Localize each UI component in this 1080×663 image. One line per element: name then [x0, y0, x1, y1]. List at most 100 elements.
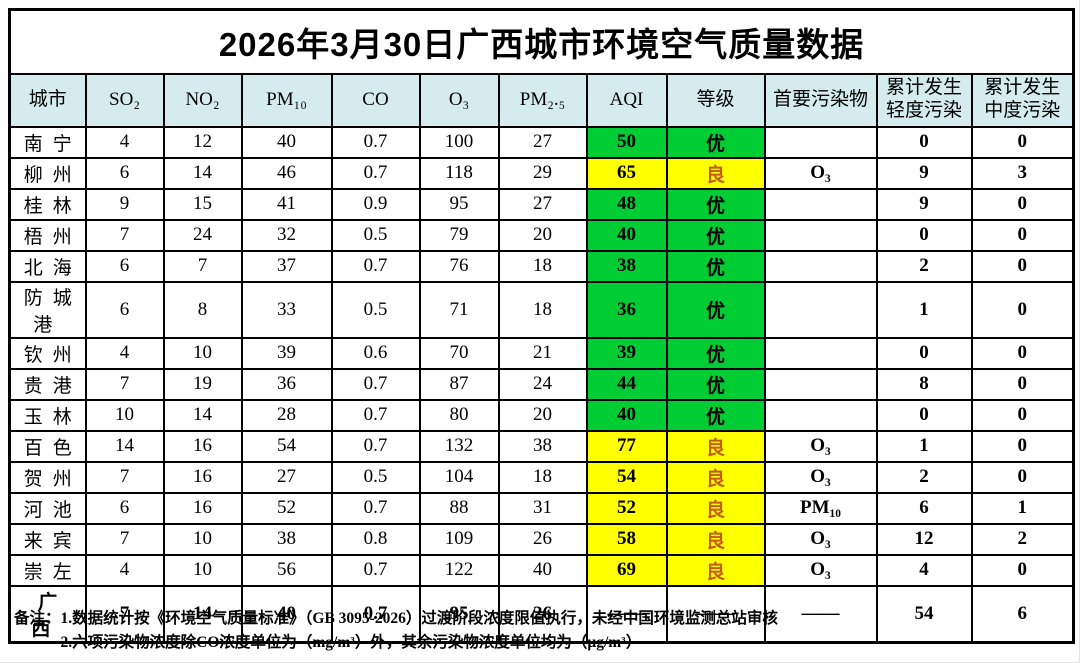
cell-o3: 79 — [418, 218, 500, 252]
cell-light: 54 — [875, 584, 973, 643]
cell-no2: 24 — [162, 218, 243, 252]
cell-pollutant — [763, 187, 878, 221]
summary-row: 广西 7 14 40 0.7 95 26 —— —— —— 54 6 — [8, 584, 1075, 643]
cell-co: 0.7 — [330, 429, 421, 463]
cell-level: 良 — [665, 460, 766, 494]
cell-o3: 118 — [418, 156, 500, 190]
cell-city: 柳州 — [8, 156, 87, 190]
cell-level: 优 — [665, 218, 766, 252]
cell-level: 良 — [665, 553, 766, 587]
table-row: 玉林 10 14 28 0.7 80 20 40 优 0 0 — [8, 398, 1075, 432]
cell-co: 0.5 — [330, 218, 421, 252]
cell-co: 0.7 — [330, 584, 421, 643]
cell-aqi: —— — [585, 584, 668, 643]
table-row: 崇左 4 10 56 0.7 122 40 69 良 O₃ 4 0 — [8, 553, 1075, 587]
cell-light: 1 — [875, 280, 973, 339]
cell-co: 0.7 — [330, 249, 421, 283]
cell-no2: 10 — [162, 553, 243, 587]
cell-o3: 109 — [418, 522, 500, 556]
cell-moderate: 0 — [970, 336, 1075, 370]
cell-no2: 16 — [162, 491, 243, 525]
cell-o3: 95 — [418, 187, 500, 221]
cell-aqi: 39 — [585, 336, 668, 370]
cell-light: 0 — [875, 125, 973, 159]
cell-aqi: 54 — [585, 460, 668, 494]
cell-no2: 12 — [162, 125, 243, 159]
table-row: 南宁 4 12 40 0.7 100 27 50 优 0 0 — [8, 125, 1075, 159]
cell-aqi: 77 — [585, 429, 668, 463]
cell-aqi: 52 — [585, 491, 668, 525]
cell-co: 0.7 — [330, 125, 421, 159]
cell-so2: 4 — [84, 336, 165, 370]
cell-pm25: 31 — [497, 491, 588, 525]
cell-light: 1 — [875, 429, 973, 463]
cell-city: 崇左 — [8, 553, 87, 587]
cell-aqi: 58 — [585, 522, 668, 556]
cell-aqi: 69 — [585, 553, 668, 587]
cell-pollutant: O₃ — [763, 553, 878, 587]
cell-no2: 16 — [162, 429, 243, 463]
cell-city: 来宾 — [8, 522, 87, 556]
cell-co: 0.7 — [330, 553, 421, 587]
cell-level: 良 — [665, 429, 766, 463]
footnote-items: 1.数据统计按《环境空气质量标准》（GB 3095-2026）过渡阶段浓度限值执… — [61, 607, 778, 655]
title-row: 2026年3月30日广西城市环境空气质量数据 — [8, 8, 1075, 75]
cell-pm10: 36 — [240, 367, 333, 401]
cell-moderate: 0 — [970, 429, 1075, 463]
cell-level: 良 — [665, 522, 766, 556]
column-header-so2: SO₂ — [84, 72, 165, 128]
cell-city: 广西 — [8, 584, 87, 643]
cell-pm25: 20 — [497, 218, 588, 252]
cell-pollutant — [763, 280, 878, 339]
column-header-no2: NO₂ — [162, 72, 243, 128]
cell-o3: 70 — [418, 336, 500, 370]
table-row: 河池 6 16 52 0.7 88 31 52 良 PM₁₀ 6 1 — [8, 491, 1075, 525]
cell-co: 0.5 — [330, 460, 421, 494]
table-row: 桂林 9 15 41 0.9 95 27 48 优 9 0 — [8, 187, 1075, 221]
cell-co: 0.8 — [330, 522, 421, 556]
cell-moderate: 0 — [970, 460, 1075, 494]
cell-light: 2 — [875, 460, 973, 494]
cell-light: 8 — [875, 367, 973, 401]
cell-o3: 80 — [418, 398, 500, 432]
cell-level: 优 — [665, 249, 766, 283]
cell-moderate: 0 — [970, 125, 1075, 159]
cell-pm25: 18 — [497, 280, 588, 339]
cell-pm10: 56 — [240, 553, 333, 587]
cell-light: 0 — [875, 398, 973, 432]
cell-light: 9 — [875, 187, 973, 221]
cell-aqi: 36 — [585, 280, 668, 339]
cell-o3: 122 — [418, 553, 500, 587]
cell-moderate: 0 — [970, 187, 1075, 221]
cell-pm25: 18 — [497, 249, 588, 283]
table-row: 北海 6 7 37 0.7 76 18 38 优 2 0 — [8, 249, 1075, 283]
cell-city: 贵港 — [8, 367, 87, 401]
cell-moderate: 3 — [970, 156, 1075, 190]
column-header-level: 等级 — [665, 72, 766, 128]
cell-moderate: 6 — [970, 584, 1075, 643]
table-row: 防城港 6 8 33 0.5 71 18 36 优 1 0 — [8, 280, 1075, 339]
cell-pm25: 38 — [497, 429, 588, 463]
cell-pm25: 40 — [497, 553, 588, 587]
cell-light: 12 — [875, 522, 973, 556]
cell-pm25: 21 — [497, 336, 588, 370]
cell-city: 桂林 — [8, 187, 87, 221]
cell-so2: 7 — [84, 584, 165, 643]
table-row: 百色 14 16 54 0.7 132 38 77 良 O₃ 1 0 — [8, 429, 1075, 463]
cell-pm25: 18 — [497, 460, 588, 494]
cell-pm10: 33 — [240, 280, 333, 339]
cell-pollutant — [763, 336, 878, 370]
cell-co: 0.9 — [330, 187, 421, 221]
column-header-o3: O₃ — [418, 72, 500, 128]
cell-city: 防城港 — [8, 280, 87, 339]
cell-moderate: 1 — [970, 491, 1075, 525]
footnote-item: 1.数据统计按《环境空气质量标准》（GB 3095-2026）过渡阶段浓度限值执… — [60, 610, 778, 627]
air-quality-table: 2026年3月30日广西城市环境空气质量数据 城市 SO₂ NO₂ PM₁₀ CO O₃ P… — [8, 8, 1076, 644]
cell-light: 2 — [875, 249, 973, 283]
page-title: 2026年3月30日广西城市环境空气质量数据 — [8, 8, 1075, 75]
cell-co: 0.7 — [330, 156, 421, 190]
cell-pm10: 40 — [240, 125, 333, 159]
cell-moderate: 0 — [970, 553, 1075, 587]
cell-light: 6 — [875, 491, 973, 525]
